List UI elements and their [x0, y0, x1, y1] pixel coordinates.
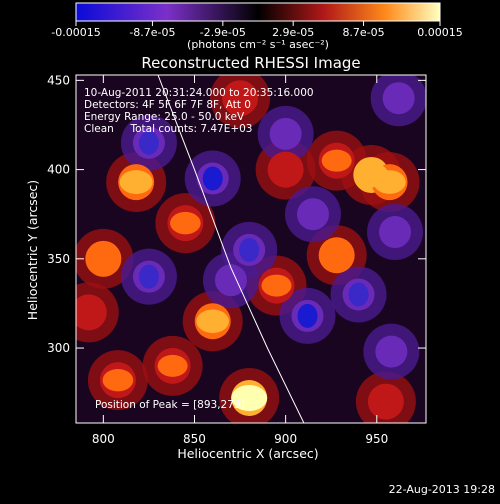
- colorbar-tick-label: -2.9e-05: [200, 26, 246, 39]
- colorbar-units: (photons cm⁻² s⁻¹ asec⁻²): [187, 38, 329, 51]
- y-tick-label: 400: [47, 163, 70, 177]
- hot-spot-core: [196, 309, 229, 334]
- cold-spot-core: [138, 264, 159, 289]
- colorbar: [75, 2, 441, 22]
- cold-spot-core: [385, 220, 406, 245]
- hot-spot-core: [87, 247, 119, 271]
- hot-spot-core: [170, 211, 201, 235]
- hot-spot-core: [321, 149, 352, 172]
- x-tick-label: 850: [183, 432, 206, 446]
- cold-spot-core: [348, 282, 369, 307]
- hot-spot-core: [321, 243, 353, 267]
- cold-spot-core: [138, 130, 159, 155]
- cold-spot-core: [275, 121, 296, 146]
- cold-spot-core: [381, 339, 402, 364]
- x-tick-label: 900: [274, 432, 297, 446]
- peak-position-annotation: Position of Peak = [893,273]: [95, 399, 245, 411]
- energy-range-annotation: Energy Range: 25.0 - 50.0 keV: [84, 111, 245, 123]
- colorbar-tick-label: -8.7e-05: [129, 26, 175, 39]
- detectors-annotation: Detectors: 4F 5F 6F 7F 8F, Att 0: [84, 99, 251, 111]
- x-tick-label: 950: [365, 432, 388, 446]
- colorbar-tick-label: 8.7e-05: [342, 26, 384, 39]
- chart-title: Reconstructed RHESSI Image: [141, 54, 360, 72]
- hot-spot-core: [76, 301, 104, 323]
- hot-spot-core: [225, 87, 255, 109]
- clean-counts-annotation: Clean Total counts: 7.47E+03: [84, 123, 253, 135]
- cold-spot-core: [202, 166, 223, 191]
- cold-spot-core: [239, 237, 260, 262]
- colorbar-tick-label: -0.00015: [51, 26, 100, 39]
- hot-spot-core: [271, 158, 301, 181]
- cold-spot-core: [220, 268, 241, 293]
- y-tick-label: 300: [47, 341, 70, 355]
- x-tick-label: 800: [92, 432, 115, 446]
- colorbar-ticks: -0.00015 -8.7e-05 -2.9e-05 2.9e-05 8.7e-05 0.…: [51, 21, 463, 39]
- y-tick-label: 450: [47, 73, 70, 87]
- y-axis-label: Heliocentric Y (arcsec): [25, 180, 40, 320]
- cold-spot-core: [302, 202, 323, 227]
- cold-spot-core: [388, 86, 409, 111]
- solar-limb-curve: [157, 75, 305, 423]
- hot-spot-core: [261, 274, 292, 297]
- timestamp: 22-Aug-2013 19:28: [389, 483, 495, 496]
- heatmap-blobs: [76, 75, 426, 423]
- hot-spot-core: [231, 385, 268, 412]
- hot-spot-core: [371, 390, 401, 413]
- plot-frame: [75, 74, 427, 424]
- x-axis-label: Heliocentric X (arcsec): [177, 446, 318, 461]
- cold-spot-core: [297, 303, 318, 328]
- hot-spot-core: [373, 170, 406, 194]
- axis-ticks: 800 850 900 950 300 350 400 450: [47, 73, 426, 446]
- hot-spot-core: [119, 170, 153, 195]
- colorbar-tick-label: 2.9e-05: [272, 26, 314, 39]
- hot-spot-core: [157, 354, 188, 377]
- hot-spot-core: [102, 368, 134, 392]
- y-tick-label: 350: [47, 252, 70, 266]
- time-range-annotation: 10-Aug-2011 20:31:24.000 to 20:35:16.000: [84, 87, 314, 99]
- colorbar-tick-label: 0.00015: [417, 26, 463, 39]
